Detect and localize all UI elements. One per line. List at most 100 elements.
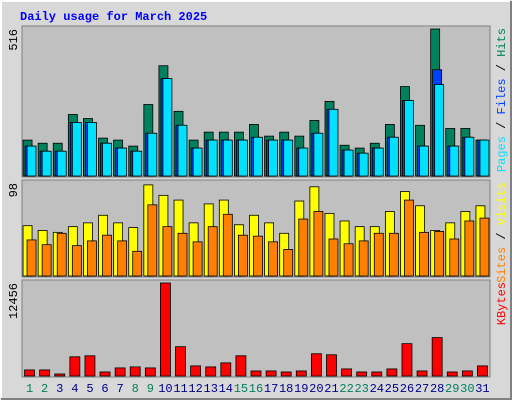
bar — [313, 132, 324, 177]
bar — [356, 371, 368, 377]
bar — [419, 145, 429, 177]
bar — [71, 122, 82, 177]
bar — [41, 150, 52, 177]
bar — [343, 149, 354, 177]
x-tick-label: 22 — [339, 382, 353, 396]
x-tick-label: 8 — [132, 382, 139, 396]
bar — [87, 240, 97, 277]
bar — [416, 370, 428, 377]
x-tick-label: 5 — [86, 382, 93, 396]
bar — [102, 234, 112, 277]
bar — [358, 240, 369, 277]
bar — [434, 230, 445, 277]
bar — [129, 366, 141, 377]
x-tick-label: 17 — [264, 382, 278, 396]
legend-separator: / — [495, 225, 509, 247]
bar — [404, 100, 414, 177]
x-tick-label: 1 — [26, 382, 33, 396]
bar — [114, 367, 126, 377]
bar — [268, 139, 278, 177]
bar — [69, 356, 81, 377]
bar — [117, 147, 128, 177]
x-tick-label: 16 — [249, 382, 263, 396]
bar — [190, 365, 202, 377]
bar — [388, 232, 399, 277]
bar — [431, 337, 443, 377]
bar — [343, 243, 354, 277]
x-tick-label: 12 — [188, 382, 202, 396]
bar — [298, 218, 309, 277]
bar — [147, 132, 158, 177]
bar — [56, 232, 67, 277]
bar — [479, 217, 490, 277]
bar — [41, 244, 52, 277]
x-tick-label: 19 — [294, 382, 308, 396]
legend-entry: KBytes — [495, 282, 509, 325]
legend-entry: Visits — [495, 182, 509, 225]
legend-entry: Sites — [495, 247, 509, 283]
bar — [192, 147, 203, 177]
bar — [449, 238, 460, 277]
bar — [280, 371, 292, 377]
legend-entry: Files — [495, 78, 509, 114]
bar — [54, 373, 66, 377]
bar — [404, 199, 414, 277]
legend: Sites / Visits — [495, 182, 509, 283]
bar — [26, 145, 37, 177]
bar — [298, 147, 309, 177]
x-tick-label: 28 — [430, 382, 444, 396]
bar — [222, 213, 233, 277]
bar — [207, 139, 218, 177]
bar — [265, 370, 277, 377]
legend: Pages / Files / Hits — [495, 28, 509, 172]
bar — [87, 122, 97, 177]
bar — [220, 362, 232, 377]
bar — [56, 150, 67, 177]
x-tick-label: 6 — [101, 382, 108, 396]
bar — [238, 234, 248, 277]
bar — [328, 108, 339, 177]
bar — [132, 250, 143, 277]
bar — [238, 139, 248, 177]
bar — [461, 370, 473, 377]
x-tick-label: 30 — [460, 382, 474, 396]
bar — [192, 241, 203, 277]
legend: KBytes — [495, 282, 509, 325]
bar — [144, 367, 156, 377]
bar — [102, 142, 112, 177]
x-tick-label: 13 — [204, 382, 218, 396]
bar — [328, 238, 339, 277]
bar — [341, 368, 352, 377]
bar — [24, 369, 35, 377]
bar — [283, 139, 294, 177]
bar — [446, 371, 458, 377]
x-tick-label: 25 — [385, 382, 399, 396]
x-tick-label: 21 — [324, 382, 338, 396]
x-tick-label: 3 — [56, 382, 63, 396]
bar — [250, 370, 262, 377]
bar — [175, 346, 186, 377]
legend-entry: Hits — [495, 28, 509, 57]
bar — [477, 365, 488, 377]
bar — [371, 371, 383, 377]
bar — [177, 232, 188, 277]
chart-title: Daily usage for March 2025 — [20, 10, 207, 24]
bar — [160, 282, 171, 377]
bar — [253, 235, 263, 277]
x-tick-label: 2 — [41, 382, 48, 396]
bar — [401, 343, 413, 377]
bar — [358, 152, 369, 177]
legend-separator: / — [495, 57, 509, 79]
bar — [419, 231, 429, 277]
bar — [132, 150, 143, 177]
x-tick-label: 9 — [147, 382, 154, 396]
bar — [162, 226, 173, 277]
bar — [295, 370, 307, 377]
y-tick-label: 12456 — [7, 283, 21, 319]
bar — [373, 232, 384, 277]
bar — [39, 369, 51, 377]
